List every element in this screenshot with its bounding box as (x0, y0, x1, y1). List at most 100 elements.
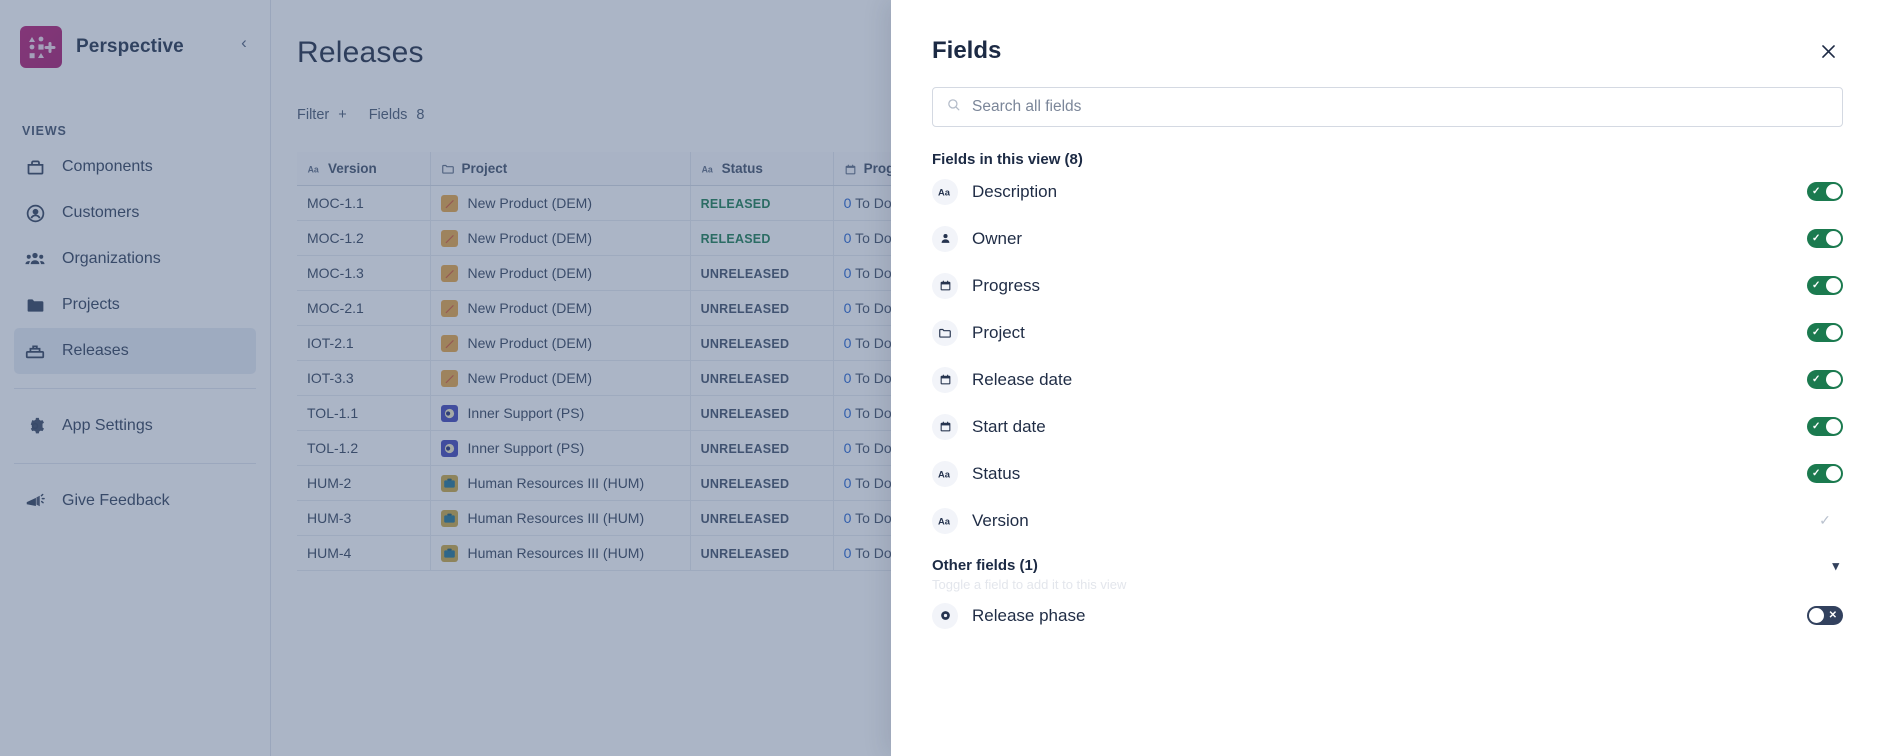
fields-count-badge: 8 (416, 107, 425, 123)
status-badge: UNRELEASED (700, 372, 790, 386)
cell-project: New Product (DEM) (430, 220, 691, 256)
field-toggle[interactable]: ✓ (1807, 417, 1843, 436)
column-header-status[interactable]: Aa Status (690, 152, 834, 186)
cell-version: IOT-2.1 (297, 325, 431, 361)
status-badge: UNRELEASED (700, 302, 790, 316)
calendar-icon (932, 366, 958, 393)
project-name: New Product (DEM) (467, 265, 592, 281)
check-icon: ✓ (1812, 327, 1821, 338)
filter-button[interactable]: Filter + (297, 107, 347, 123)
brand: Perspective (0, 0, 270, 72)
toggle-knob (1809, 608, 1824, 623)
releases-icon (24, 340, 46, 362)
project-avatar-icon (440, 334, 458, 352)
field-row-owner[interactable]: Owner ✓ (932, 215, 1843, 262)
fields-drawer-header: Fields (932, 0, 1843, 66)
sidebar-item-components[interactable]: Components (14, 144, 256, 190)
cell-version: MOC-1.2 (297, 220, 431, 256)
toggle-knob (1826, 419, 1841, 434)
sidebar-item-app-settings[interactable]: App Settings (14, 403, 256, 449)
project-avatar-icon (440, 194, 458, 212)
sidebar-item-label: Components (62, 158, 153, 175)
close-icon[interactable] (1813, 36, 1843, 66)
column-label: Version (328, 161, 377, 176)
calendar-icon (932, 413, 958, 440)
field-toggle[interactable]: ✕ (1807, 606, 1843, 625)
check-icon: ✓ (1812, 421, 1821, 432)
field-toggle[interactable]: ✓ (1807, 229, 1843, 248)
field-row-status[interactable]: Aa Status ✓ (932, 450, 1843, 497)
fields-button[interactable]: Fields 8 (369, 107, 425, 123)
cell-project: Inner Support (PS) (430, 395, 691, 431)
folder-icon (441, 162, 455, 176)
chevron-down-icon[interactable]: ▾ (1832, 557, 1839, 573)
sidebar-item-customers[interactable]: Customers (14, 190, 256, 236)
field-row-description[interactable]: Aa Description ✓ (932, 168, 1843, 215)
field-row-release-date[interactable]: Release date ✓ (932, 356, 1843, 403)
brand-title: Perspective (76, 36, 184, 57)
check-icon: ✓ (1812, 233, 1821, 244)
cell-status: UNRELEASED (690, 430, 834, 466)
sidebar-tertiary-nav: Give Feedback (0, 478, 270, 524)
field-row-release-phase[interactable]: Release phase ✕ (932, 592, 1843, 639)
search-input[interactable] (972, 98, 1829, 116)
sidebar-secondary-nav: App Settings (0, 403, 270, 449)
sidebar-item-label: Organizations (62, 250, 161, 267)
field-row-start-date[interactable]: Start date ✓ (932, 403, 1843, 450)
column-label: Status (721, 161, 763, 176)
svg-text:Aa: Aa (701, 165, 712, 175)
field-label: Version (972, 510, 1029, 530)
sidebar-item-releases[interactable]: Releases (14, 328, 256, 374)
radio-icon (932, 602, 958, 629)
cell-version: HUM-4 (297, 535, 431, 571)
other-fields-header[interactable]: Other fields (1) ▾ (932, 557, 1843, 574)
toggle-knob (1826, 184, 1841, 199)
cell-project: New Product (DEM) (430, 185, 691, 221)
project-name: New Product (DEM) (467, 300, 592, 316)
sidebar-item-give-feedback[interactable]: Give Feedback (14, 478, 256, 524)
field-row-progress[interactable]: Progress ✓ (932, 262, 1843, 309)
project-avatar-icon (440, 404, 458, 422)
cell-project: Human Resources III (HUM) (430, 500, 691, 536)
field-label: Release phase (972, 605, 1086, 625)
text-field-icon: Aa (932, 507, 958, 534)
sidebar-item-projects[interactable]: Projects (14, 282, 256, 328)
cell-version: HUM-2 (297, 465, 431, 501)
add-filter-icon[interactable]: + (338, 107, 347, 123)
field-toggle[interactable]: ✓ (1807, 182, 1843, 201)
column-header-project[interactable]: Project (430, 152, 691, 186)
folder-icon (24, 294, 46, 316)
field-row-version[interactable]: Aa Version ✓ (932, 497, 1843, 544)
sidebar-collapse-button[interactable]: ‹ (241, 33, 247, 52)
field-toggle[interactable]: ✓ (1807, 464, 1843, 483)
field-label: Project (972, 322, 1025, 342)
fields-drawer: Fields Fields in this view (8) Aa Descrip… (891, 0, 1884, 756)
column-header-version[interactable]: Aa Version (297, 152, 431, 186)
project-avatar-icon (440, 544, 458, 562)
cell-status: RELEASED (690, 220, 834, 256)
status-badge: RELEASED (700, 232, 771, 246)
cell-status: RELEASED (690, 185, 834, 221)
toggle-knob (1826, 278, 1841, 293)
status-badge: UNRELEASED (700, 442, 790, 456)
field-toggle[interactable]: ✓ (1807, 323, 1843, 342)
text-field-icon: Aa (932, 460, 958, 487)
svg-text:Aa: Aa (938, 469, 951, 479)
sidebar-item-label: App Settings (62, 417, 153, 434)
svg-text:Aa: Aa (938, 187, 951, 197)
sidebar-item-label: Projects (62, 296, 120, 313)
field-toggle[interactable]: ✓ (1807, 276, 1843, 295)
status-badge: UNRELEASED (700, 407, 790, 421)
field-label: Start date (972, 416, 1046, 436)
sidebar-item-label: Releases (62, 342, 129, 359)
text-field-icon: Aa (307, 162, 321, 176)
cell-status: UNRELEASED (690, 255, 834, 291)
sidebar-item-organizations[interactable]: Organizations (14, 236, 256, 282)
field-toggle[interactable]: ✓ (1807, 370, 1843, 389)
project-avatar-icon (440, 229, 458, 247)
search-all-fields-box[interactable] (932, 87, 1843, 127)
project-name: Inner Support (PS) (467, 405, 585, 421)
cell-project: Human Resources III (HUM) (430, 535, 691, 571)
field-row-project[interactable]: Project ✓ (932, 309, 1843, 356)
cell-version: MOC-1.1 (297, 185, 431, 221)
